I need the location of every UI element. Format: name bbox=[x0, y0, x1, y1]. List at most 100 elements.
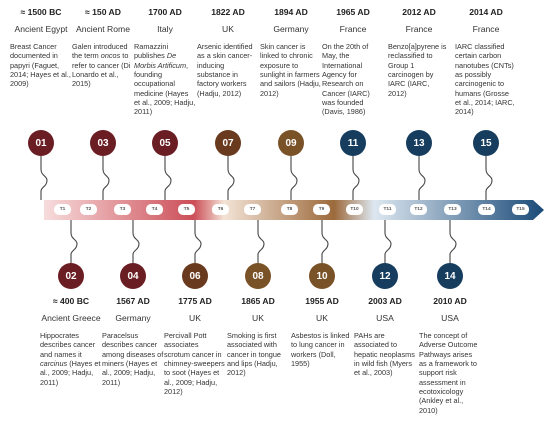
event-number-circle: 05 bbox=[152, 130, 178, 156]
event-03: ≈ 150 AD Ancient Rome Galen introduced t… bbox=[72, 7, 134, 89]
event-place: UK bbox=[252, 313, 264, 323]
event-description: Arsenic identified as a skin cancer-indu… bbox=[197, 42, 259, 98]
event-description-part: Benzo[a]pyrene is reclassified to Group … bbox=[388, 42, 447, 98]
event-date: ≈ 400 BC bbox=[52, 296, 90, 306]
timeline-marker: T15 bbox=[512, 204, 529, 215]
event-05: 1700 AD Italy Ramazzini publishes De Mor… bbox=[134, 7, 196, 117]
event-number-circle: 12 bbox=[372, 263, 398, 289]
event-description-part: Asbestos is linked to lung cancer in wor… bbox=[291, 331, 350, 368]
event-number-circle: 07 bbox=[215, 130, 241, 156]
event-description: Hippocrates describes cancer and names i… bbox=[40, 331, 102, 387]
event-place: France bbox=[405, 24, 433, 34]
timeline-marker: T11 bbox=[379, 204, 396, 215]
event-place: Ancient Egypt bbox=[14, 24, 68, 34]
timeline-marker: T3 bbox=[114, 204, 131, 215]
event-place: USA bbox=[376, 313, 394, 323]
event-date: 1955 AD bbox=[305, 296, 339, 306]
event-place: Ancient Rome bbox=[76, 24, 130, 34]
event-15: 2014 AD France IARC classified certain c… bbox=[455, 7, 517, 117]
event-date: 1700 AD bbox=[148, 7, 182, 17]
event-date: ≈ 150 AD bbox=[85, 7, 121, 17]
connector-line bbox=[352, 156, 360, 200]
event-description-part: Smoking is first associated with cancer … bbox=[227, 331, 281, 378]
event-description-part: Hippocrates describes cancer and names i… bbox=[40, 331, 96, 359]
event-number-circle: 06 bbox=[182, 263, 208, 289]
event-place: Italy bbox=[157, 24, 173, 34]
event-date: 1567 AD bbox=[116, 296, 150, 306]
connector-line bbox=[194, 220, 202, 263]
connector-line bbox=[418, 156, 426, 200]
event-description-part: De Morbis Artificum bbox=[134, 51, 187, 70]
timeline-marker: T2 bbox=[80, 204, 97, 215]
timeline-marker: T5 bbox=[178, 204, 195, 215]
connector-line bbox=[321, 220, 329, 263]
timeline-marker: T14 bbox=[478, 204, 495, 215]
event-number-circle: 15 bbox=[473, 130, 499, 156]
event-description-part: oncos bbox=[100, 51, 121, 61]
timeline-marker: T1 bbox=[54, 204, 71, 215]
event-description: IARC classified certain carbon nanotubes… bbox=[455, 42, 517, 117]
event-description: Benzo[a]pyrene is reclassified to Group … bbox=[388, 42, 450, 98]
event-number-circle: 03 bbox=[90, 130, 116, 156]
event-04: 1567 AD Germany Paracelsus describes can… bbox=[102, 296, 164, 387]
event-number-circle: 14 bbox=[437, 263, 463, 289]
event-place: Germany bbox=[273, 24, 309, 34]
event-date: 2012 AD bbox=[402, 7, 436, 17]
event-12: 2003 AD USA PAHs are associated to hepat… bbox=[354, 296, 416, 378]
connector-line bbox=[40, 156, 48, 200]
event-14: 2010 AD USA The concept of Adverse Outco… bbox=[419, 296, 481, 415]
event-09: 1894 AD Germany Skin cancer is linked to… bbox=[260, 7, 322, 98]
event-description: The concept of Adverse Outcome Pathways … bbox=[419, 331, 481, 415]
event-description-part: Galen introduced the term bbox=[72, 42, 128, 61]
event-description-part: The concept of Adverse Outcome Pathways … bbox=[419, 331, 478, 415]
event-10: 1955 AD UK Asbestos is linked to lung ca… bbox=[291, 296, 353, 368]
event-description-part: to refer to cancer (Di Lonardo et al., 2… bbox=[72, 51, 131, 89]
event-number-circle: 11 bbox=[340, 130, 366, 156]
event-description-part: Percivall Pott associates scrotum cancer… bbox=[164, 331, 225, 396]
event-07: 1822 AD UK Arsenic identified as a skin … bbox=[197, 7, 259, 98]
connector-line bbox=[102, 156, 110, 200]
event-date: 1775 AD bbox=[178, 296, 212, 306]
connector-line bbox=[164, 156, 172, 200]
event-number-circle: 10 bbox=[309, 263, 335, 289]
event-date: 2014 AD bbox=[469, 7, 503, 17]
event-description: Paracelsus describes cancer among diseas… bbox=[102, 331, 164, 387]
event-description-part: Ramazzini publishes bbox=[134, 42, 169, 61]
event-description: Breast Cancer documented in papyri (Fagu… bbox=[10, 42, 72, 89]
event-description-part: carcinus bbox=[40, 358, 68, 368]
event-description-part: Skin cancer is linked to chronic exposur… bbox=[260, 42, 321, 98]
event-description-part: IARC classified certain carbon nanotubes… bbox=[455, 42, 515, 117]
event-description-part: Paracelsus describes cancer among diseas… bbox=[102, 331, 164, 387]
event-number-circle: 09 bbox=[278, 130, 304, 156]
connector-line bbox=[485, 156, 493, 200]
event-11: 1965 AD France On the 20th of May, the I… bbox=[322, 7, 384, 117]
timeline-marker: T7 bbox=[244, 204, 261, 215]
event-date: ≈ 1500 BC bbox=[20, 7, 62, 17]
event-description-part: (Hayes et al., 2009; Hadju, 2011) bbox=[40, 358, 101, 387]
event-description: Galen introduced the term oncos to refer… bbox=[72, 42, 134, 89]
event-description: PAHs are associated to hepatic neoplasms… bbox=[354, 331, 416, 378]
event-place: France bbox=[472, 24, 500, 34]
event-number-circle: 08 bbox=[245, 263, 271, 289]
connector-line bbox=[449, 220, 457, 263]
event-description-part: Arsenic identified as a skin cancer-indu… bbox=[197, 42, 253, 98]
event-02: ≈ 400 BC Ancient Greece Hippocrates desc… bbox=[40, 296, 102, 387]
event-description: Ramazzini publishes De Morbis Artificum,… bbox=[134, 42, 196, 117]
event-number-circle: 04 bbox=[120, 263, 146, 289]
timeline-marker: T6 bbox=[212, 204, 229, 215]
event-place: France bbox=[339, 24, 367, 34]
event-date: 1865 AD bbox=[241, 296, 275, 306]
event-description: Smoking is first associated with cancer … bbox=[227, 331, 289, 378]
timeline-marker: T12 bbox=[410, 204, 427, 215]
connector-line bbox=[227, 156, 235, 200]
event-place: USA bbox=[441, 313, 459, 323]
timeline-marker: T9 bbox=[313, 204, 330, 215]
event-06: 1775 AD UK Percivall Pott associates scr… bbox=[164, 296, 226, 396]
event-date: 2010 AD bbox=[433, 296, 467, 306]
event-place: Germany bbox=[115, 313, 151, 323]
event-08: 1865 AD UK Smoking is first associated w… bbox=[227, 296, 289, 378]
timeline-marker: T10 bbox=[346, 204, 363, 215]
event-description-part: On the 20th of May, the International Ag… bbox=[322, 42, 370, 117]
event-number-circle: 13 bbox=[406, 130, 432, 156]
event-13: 2012 AD France Benzo[a]pyrene is reclass… bbox=[388, 7, 450, 98]
